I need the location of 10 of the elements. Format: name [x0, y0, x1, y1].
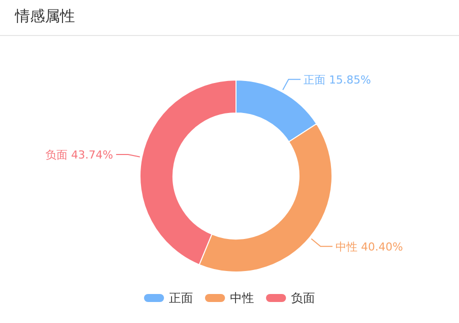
legend-label: 中性 — [230, 291, 254, 305]
legend-label: 负面 — [291, 291, 315, 305]
slice-label: 中性 — [336, 240, 362, 254]
slice-label: 负面 — [46, 148, 72, 162]
data-label: 43.74% — [71, 148, 114, 162]
data-label: 15.85% — [329, 73, 371, 86]
legend-label: 正面 — [169, 291, 193, 305]
data-label: 40.40% — [361, 240, 403, 254]
chart-title: 情感属性 — [14, 7, 75, 25]
slice-label: 正面 — [304, 73, 330, 86]
